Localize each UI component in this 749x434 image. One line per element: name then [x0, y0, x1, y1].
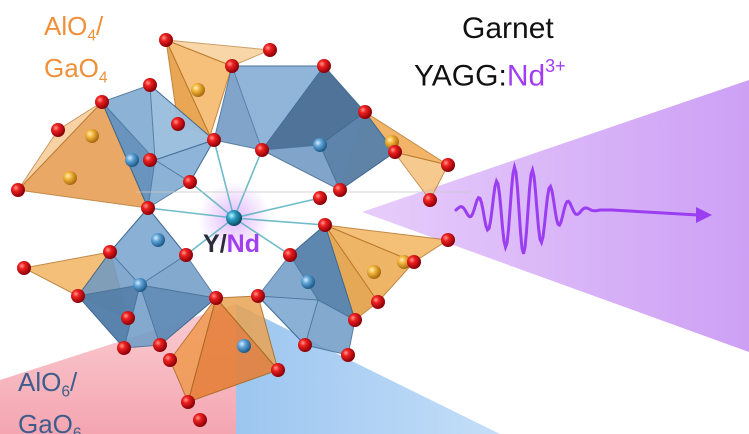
oxygen-atom [103, 245, 117, 259]
oxygen-atom [423, 193, 437, 207]
oxygen-atom [121, 311, 135, 325]
tetrahedral-cation-atom [63, 171, 77, 185]
oxygen-atom [143, 78, 157, 92]
oxygen-atom [71, 289, 85, 303]
oxygen-atom [159, 33, 173, 47]
dodecahedral-site-label: Y/Nd [203, 230, 260, 258]
oxygen-atom [441, 233, 455, 247]
octahedral-cation-atom [301, 275, 315, 289]
oxygen-atom [358, 105, 372, 119]
oxygen-atom [183, 175, 197, 189]
oxygen-atom [371, 295, 385, 309]
octahedral-cation-atom [237, 339, 251, 353]
oxygen-atom [271, 363, 285, 377]
oxygen-atom [341, 348, 355, 362]
oxygen-atom [141, 201, 155, 215]
tetrahedral-cation-atom [85, 129, 99, 143]
oxygen-atom [283, 248, 297, 262]
octahedral-site-label: AlO6/ GaO6 [18, 367, 82, 434]
oxygen-atom [11, 183, 25, 197]
oxygen-atom [51, 123, 65, 137]
oxygen-atom [255, 143, 269, 157]
pump-beam-red [0, 304, 236, 434]
cation-atoms [63, 83, 411, 353]
oxygen-atom [407, 255, 421, 269]
octahedron-upper-right [213, 65, 396, 191]
oxygen-atom [318, 218, 332, 232]
oxygen-atom [348, 313, 362, 327]
oxygen-atoms [11, 33, 455, 427]
oxygen-atom [153, 338, 167, 352]
oxygen-atom [225, 59, 239, 73]
oxygen-atom [313, 191, 327, 205]
octahedral-cation-atom [133, 278, 147, 292]
oscillating-pulse-arrow-icon [454, 161, 712, 255]
tetrahedral-cation-atom [397, 255, 411, 269]
oxygen-atom [207, 133, 221, 147]
oxygen-atom [441, 158, 455, 172]
oxygen-atom [388, 145, 402, 159]
oxygen-atom [163, 353, 177, 367]
oxygen-atom [251, 289, 265, 303]
oxygen-atom [181, 395, 195, 409]
oxygen-atom [298, 338, 312, 352]
tetrahedral-cation-atom [367, 265, 381, 279]
oxygen-atom [179, 248, 193, 262]
oxygen-atom [143, 153, 157, 167]
tetrahedron-right-lower [324, 224, 449, 321]
host-formula-label: YAGG:Nd3+ [414, 56, 566, 93]
oxygen-atom [117, 341, 131, 355]
oxygen-atom [263, 43, 277, 57]
oxygen-atom [209, 291, 223, 305]
oxygen-atom [17, 261, 31, 275]
yttrium-neodymium-atom [226, 210, 242, 226]
octahedral-cation-atom [151, 233, 165, 247]
octahedral-cation-atom [125, 153, 139, 167]
coordination-bonds [147, 139, 326, 256]
tetrahedral-cation-atom [191, 83, 205, 97]
oxygen-atom [171, 117, 185, 131]
octahedron-lower-left [77, 207, 217, 349]
tetrahedron-bottom [169, 295, 279, 403]
octahedral-cation-atom [313, 138, 327, 152]
tetrahedral-site-label: AlO4/ GaO4 [44, 11, 108, 87]
oxygen-atom [333, 183, 347, 197]
oxygen-atom [95, 95, 109, 109]
crystal-family-title: Garnet [462, 12, 554, 45]
oxygen-atom [193, 413, 207, 427]
oxygen-atom [317, 59, 331, 73]
